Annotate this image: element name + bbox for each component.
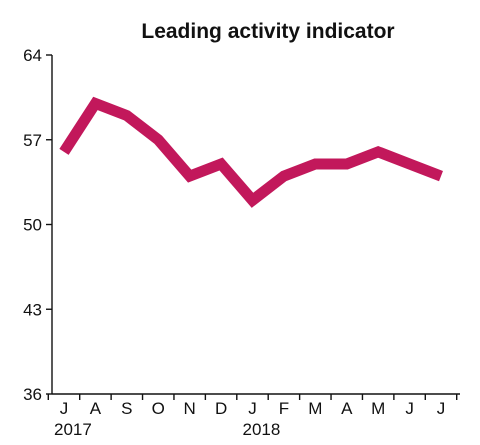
x-tick-label: M [371,399,385,418]
series-line [59,96,443,208]
x-tick-label: A [90,399,102,418]
x-tick-label: O [152,399,165,418]
x-tick-label: J [437,399,446,418]
series-layer [59,96,443,208]
x-tick-label: J [405,399,414,418]
x-tick-label: J [60,399,69,418]
y-tick-label: 36 [23,385,42,404]
x-tick-label: D [215,399,227,418]
chart-title: Leading activity indicator [141,20,394,43]
x-tick-label: F [279,399,289,418]
x-tick-label: A [341,399,353,418]
x-tick-label: S [121,399,132,418]
y-tick-label: 64 [23,46,42,65]
y-tick-label: 50 [23,216,42,235]
y-axis: 36 43 50 57 64 [23,46,53,404]
x-year-label: 2017 [54,420,92,439]
x-tick-label: J [248,399,257,418]
x-year-label: 2018 [243,420,281,439]
y-tick-label: 43 [23,300,42,319]
x-tick-label: M [308,399,322,418]
x-tick-label: N [184,399,196,418]
y-tick-label: 57 [23,131,42,150]
